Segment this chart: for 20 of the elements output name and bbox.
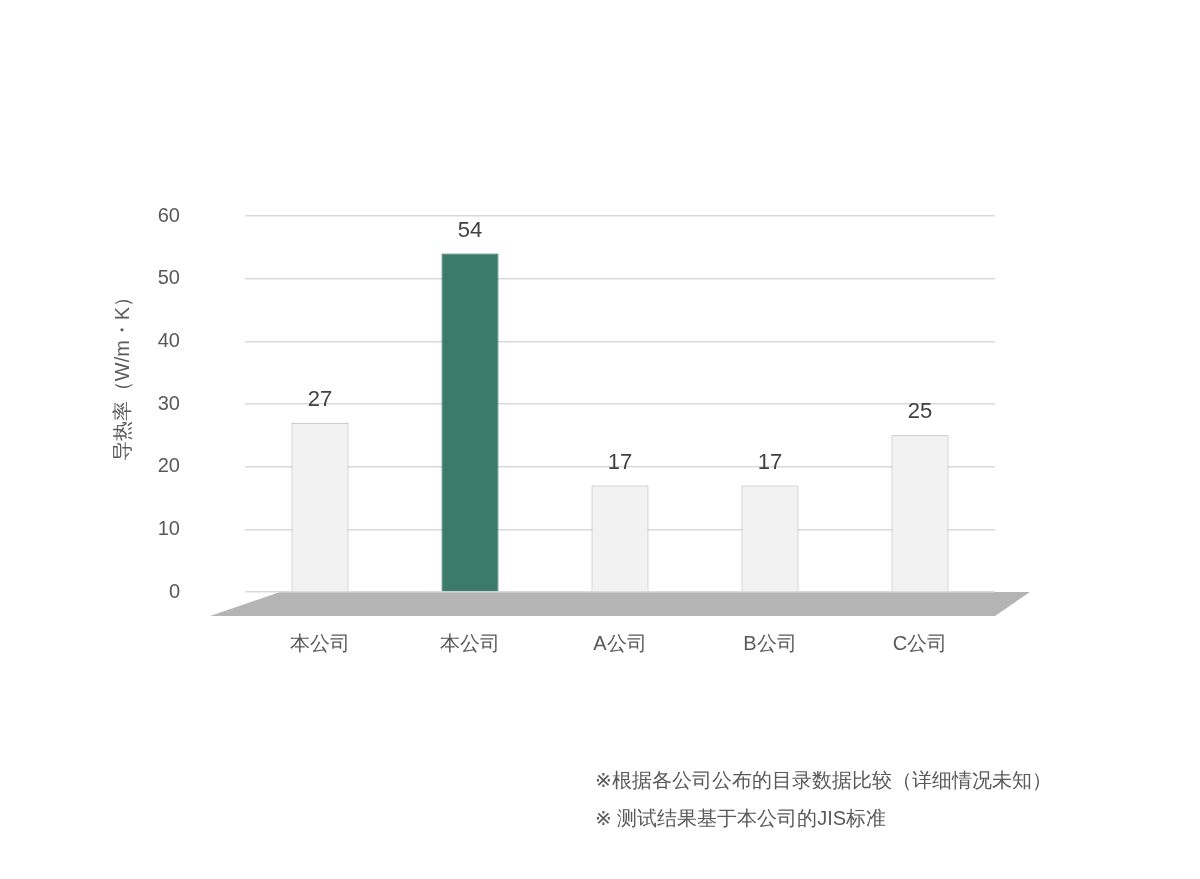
text: ※ 测试结果基于本公司的JIS标准 <box>595 806 887 831</box>
y-axis-title: 导热率（W/m・K） <box>109 286 134 462</box>
y-tick-label: 50 <box>157 266 180 289</box>
x-tick-label: 本公司 <box>440 631 500 654</box>
x-tick-label: C公司 <box>892 631 948 654</box>
x-tick-label: 本公司 <box>290 631 350 654</box>
y-tick-label: 60 <box>157 203 180 226</box>
data-label: 17 <box>607 448 633 474</box>
text: ※根据各公司公布的目录数据比较（详细情况未知） <box>595 768 1052 793</box>
y-tick-label: 20 <box>157 454 180 477</box>
x-tick-label: B公司 <box>743 631 797 654</box>
y-tick-label: 30 <box>157 391 180 414</box>
y-tick-label: 10 <box>157 516 180 539</box>
data-label: 25 <box>907 398 933 424</box>
x-tick-label: A公司 <box>593 631 647 654</box>
data-label: 17 <box>757 448 783 474</box>
data-label: 54 <box>457 216 483 242</box>
data-label: 27 <box>307 385 333 411</box>
y-tick-label: 0 <box>168 579 180 602</box>
y-tick-label: 40 <box>157 328 180 351</box>
